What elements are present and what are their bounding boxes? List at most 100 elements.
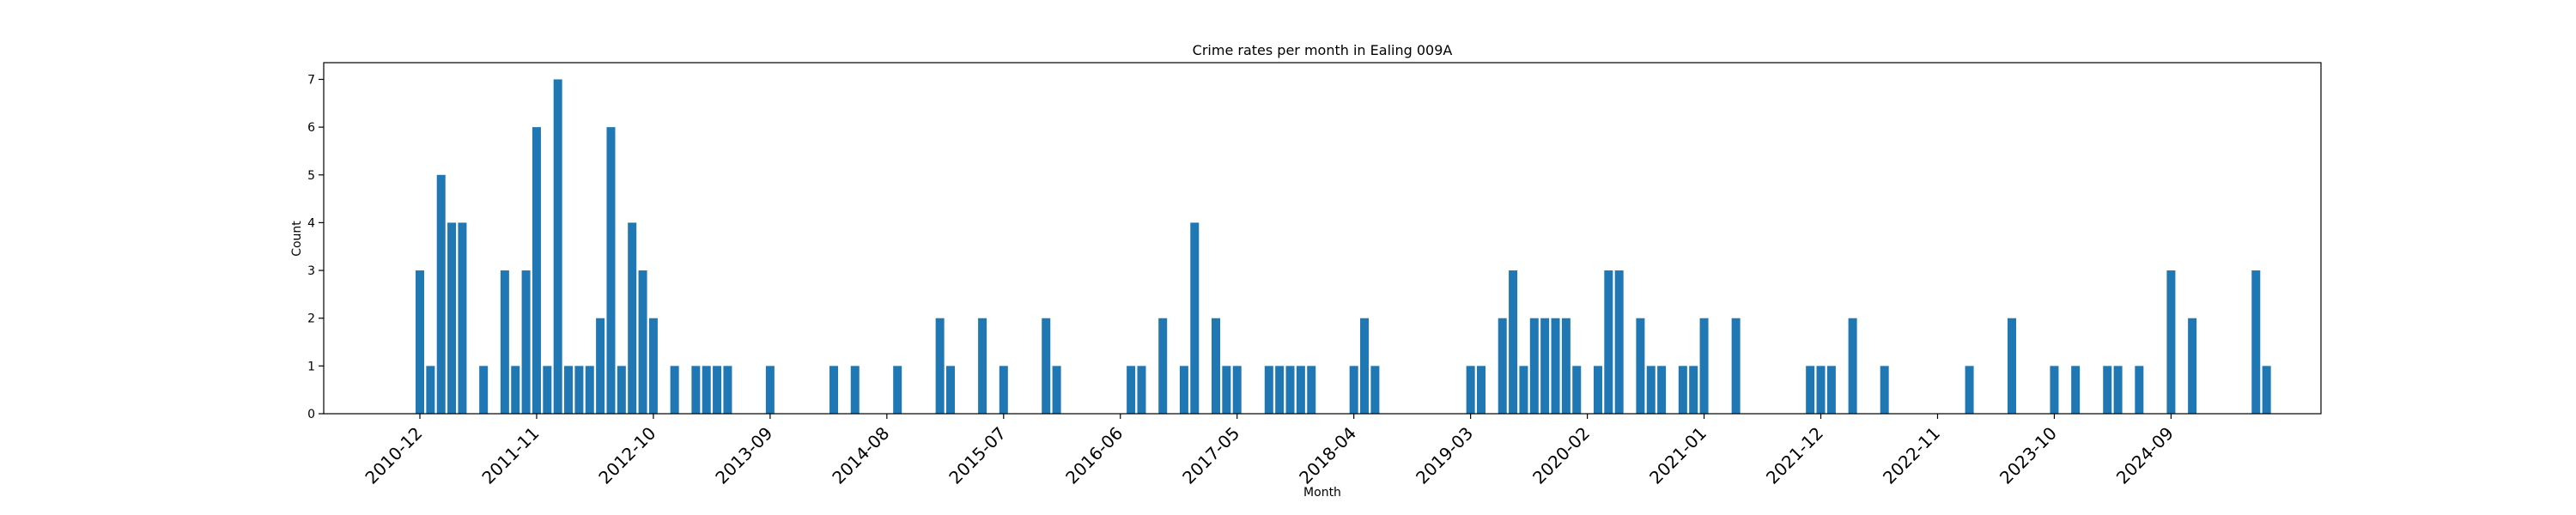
bar-2012-09 (638, 270, 647, 414)
bar-2020-08 (1646, 366, 1656, 414)
bar-2020-11 (1678, 366, 1687, 414)
bar-2015-07 (999, 366, 1008, 414)
bar-2017-11 (1296, 366, 1305, 414)
bar-2017-09 (1275, 366, 1285, 414)
x-tick-label: 2021-01 (1645, 423, 1710, 488)
x-tick-label: 2024-09 (2112, 423, 2178, 488)
bar-2011-12 (543, 366, 552, 414)
bar-2012-10 (648, 318, 658, 414)
bar-2021-12 (1816, 366, 1826, 414)
bars (416, 79, 2271, 415)
bar-2020-03 (1593, 366, 1602, 414)
bar-2015-05 (978, 318, 987, 414)
bar-2013-09 (765, 366, 775, 414)
bar-2017-12 (1307, 366, 1316, 414)
bar-2017-10 (1285, 366, 1295, 414)
bar-2012-07 (617, 366, 626, 414)
bar-2017-05 (1232, 366, 1242, 414)
y-tick-label: 3 (307, 264, 315, 278)
bar-2019-06 (1498, 318, 1507, 414)
x-tick-label: 2011-11 (477, 423, 543, 488)
bar-2011-09 (511, 366, 520, 414)
x-tick-label: 2013-09 (711, 423, 776, 488)
y-tick-label: 4 (307, 216, 315, 230)
bar-2015-12 (1052, 366, 1061, 414)
bar-2011-01 (426, 366, 435, 414)
bar-2011-04 (458, 222, 467, 414)
bar-2012-12 (670, 366, 679, 414)
y-tick-label: 5 (307, 169, 315, 183)
bar-2020-04 (1604, 270, 1613, 414)
x-tick-label: 2021-12 (1762, 423, 1827, 488)
bar-2011-08 (500, 270, 509, 414)
x-tick-label: 2022-11 (1879, 423, 1944, 488)
chart-title: Crime rates per month in Ealing 009A (1193, 42, 1453, 58)
bar-2016-10 (1158, 318, 1168, 414)
y-axis-label: Count (290, 221, 304, 257)
bar-2015-02 (946, 366, 955, 414)
bar-2016-12 (1179, 366, 1188, 414)
bar-2013-03 (702, 366, 711, 414)
bar-2017-01 (1190, 222, 1200, 414)
y-axis-ticks: 0 1 2 3 4 5 6 7 (307, 73, 324, 421)
x-tick-label: 2014-08 (828, 423, 893, 488)
x-axis-ticks: 2010-12 2011-11 2012-10 2013-09 2014-08 2015-… (361, 414, 2178, 488)
bar-2012-02 (564, 366, 574, 414)
x-tick-label: 2018-04 (1295, 423, 1360, 488)
bar-2022-01 (1826, 366, 1836, 414)
bar-2020-05 (1614, 270, 1624, 414)
bar-2013-02 (691, 366, 701, 414)
x-tick-label: 2012-10 (594, 423, 659, 488)
bar-2010-12 (416, 270, 424, 414)
bar-2024-03 (2103, 366, 2112, 414)
x-tick-label: 2017-05 (1178, 423, 1243, 488)
bar-2021-04 (1731, 318, 1741, 414)
bar-2011-02 (436, 174, 446, 414)
bar-2012-03 (574, 366, 584, 414)
bar-2012-08 (628, 222, 637, 414)
bar-2014-05 (850, 366, 860, 414)
y-tick-label: 2 (307, 312, 315, 326)
x-tick-label: 2010-12 (361, 423, 426, 488)
bar-2019-07 (1509, 270, 1518, 414)
bar-2019-04 (1477, 366, 1485, 414)
bar-2012-01 (553, 79, 562, 414)
bar-2020-01 (1572, 366, 1582, 414)
bar-2018-04 (1349, 366, 1358, 414)
bar-2020-07 (1636, 318, 1645, 414)
bar-2017-08 (1264, 366, 1273, 414)
bar-2024-04 (2113, 366, 2123, 414)
y-tick-label: 7 (307, 73, 315, 87)
bar-2011-03 (447, 222, 457, 414)
bar-2012-04 (585, 366, 594, 414)
bar-2017-04 (1222, 366, 1231, 414)
y-tick-label: 6 (307, 121, 315, 135)
x-tick-label: 2019-03 (1412, 423, 1477, 488)
x-tick-label: 2020-02 (1528, 423, 1594, 488)
bar-2013-04 (713, 366, 722, 414)
bar-2019-03 (1466, 366, 1475, 414)
x-tick-label: 2023-10 (1996, 423, 2061, 488)
bar-2024-06 (2135, 366, 2144, 414)
bar-2021-11 (1806, 366, 1815, 414)
bar-2020-09 (1657, 366, 1667, 414)
bar-2013-05 (723, 366, 732, 414)
bar-2025-05 (2251, 270, 2261, 414)
bar-2018-05 (1360, 318, 1370, 414)
bar-2021-01 (1699, 318, 1709, 414)
bar-2015-11 (1042, 318, 1051, 414)
x-tick-label: 2016-06 (1061, 423, 1127, 488)
bar-2023-06 (2008, 318, 2016, 414)
bar-2012-06 (606, 127, 616, 415)
bar-2022-06 (1880, 366, 1889, 414)
bar-2015-01 (935, 318, 945, 414)
bar-2019-08 (1519, 366, 1528, 414)
bar-2011-11 (532, 127, 541, 415)
bar-2016-07 (1127, 366, 1136, 414)
bar-2014-03 (829, 366, 839, 414)
bar-2019-11 (1551, 318, 1560, 414)
bar-2024-09 (2166, 270, 2176, 414)
x-tick-label: 2015-07 (945, 423, 1010, 488)
bar-2011-10 (521, 270, 531, 414)
